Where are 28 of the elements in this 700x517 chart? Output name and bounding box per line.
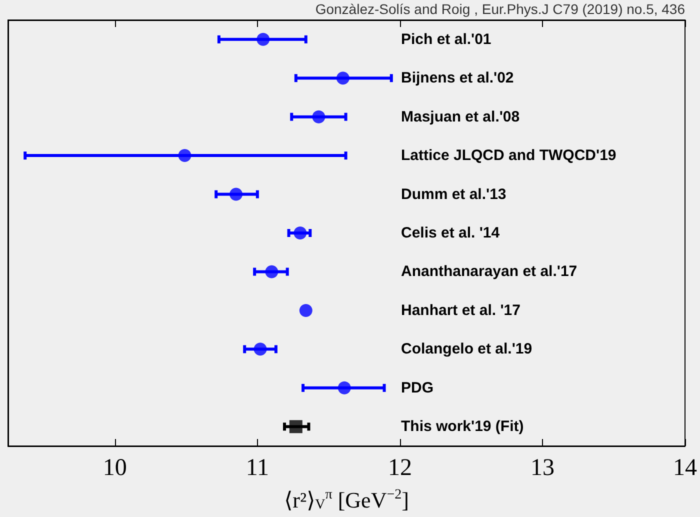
y-tick-label: Lattice JLQCD and TWQCD'19 [401,147,616,164]
x-tick-label: 10 [102,455,127,481]
y-tick-label: PDG [401,379,434,396]
y-tick-label: Ananthanarayan et al.'17 [401,263,578,280]
x-tick-label: 11 [246,455,269,481]
y-tick-label: Celis et al. '14 [401,224,500,242]
y-tick-label: Colangelo et al.'19 [401,340,532,358]
point [312,110,326,124]
y-tick-label: This work'19 (Fit) [401,418,524,436]
y-tick-label: Masjuan et al.'08 [401,108,520,126]
y-tick-label: Dumm et al.'13 [401,186,506,203]
y-tick-label: Hanhart et al. '17 [401,302,520,319]
y-tick-label: Bijnens et al.'02 [401,70,514,87]
point [299,304,312,317]
point [338,381,351,394]
point [265,265,278,278]
point [289,420,302,434]
point [336,72,350,85]
point [294,226,307,240]
x-tick-label: 12 [388,455,412,481]
y-tick-label: Pich et al.'01 [401,30,492,48]
point [230,188,243,201]
point [178,149,192,162]
x-tick-label: 14 [673,455,697,481]
text: Gonzàlez-Solís and Roig , Eur.Phys.J C79 (2019) no.5, 436 [315,1,686,17]
point [256,32,270,46]
x-tick-label: 13 [530,455,554,481]
point [254,342,267,356]
